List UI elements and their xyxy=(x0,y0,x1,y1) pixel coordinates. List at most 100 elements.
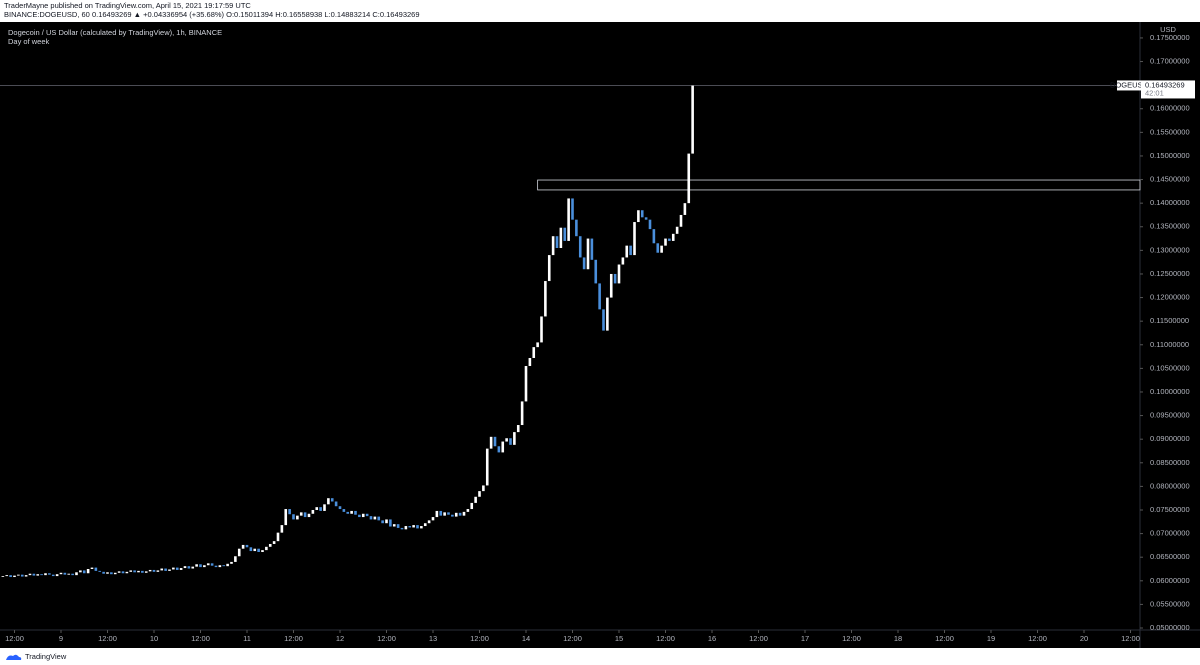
plot xyxy=(0,85,1141,578)
candle xyxy=(660,245,663,253)
candle xyxy=(195,564,198,567)
candle xyxy=(51,574,55,577)
candle xyxy=(94,567,98,571)
candle xyxy=(559,227,563,249)
candle xyxy=(400,527,404,530)
candle xyxy=(226,563,229,567)
candle xyxy=(528,357,532,367)
x-tick-label: 12:00 xyxy=(191,634,210,643)
candle xyxy=(32,573,36,576)
candle xyxy=(67,573,71,575)
x-tick-label: 12:00 xyxy=(749,634,768,643)
candle xyxy=(206,563,210,566)
candle xyxy=(671,233,675,241)
candle xyxy=(513,432,516,445)
y-tick-label: 0.11500000 xyxy=(1150,316,1189,325)
candle xyxy=(137,570,140,573)
footer-bar xyxy=(0,648,1200,665)
x-tick-label: 12:00 xyxy=(656,634,675,643)
candle xyxy=(237,548,241,557)
candle xyxy=(24,575,28,577)
y-tick-label: 0.08000000 xyxy=(1150,481,1190,490)
candle xyxy=(656,243,660,253)
candle xyxy=(613,273,617,284)
y-tick-label: 0.09500000 xyxy=(1150,411,1190,420)
candle xyxy=(28,573,32,576)
candle xyxy=(323,504,326,511)
y-tick-label: 0.11000000 xyxy=(1150,340,1189,349)
candle xyxy=(540,316,543,343)
candle xyxy=(187,566,191,569)
ticker-line: BINANCE:DOGEUSD, 60 0.16493269 ▲ +0.0433… xyxy=(4,10,420,19)
x-tick-label: 12:00 xyxy=(842,634,861,643)
candle xyxy=(1,576,5,577)
candle xyxy=(315,507,319,510)
y-tick-label: 0.05500000 xyxy=(1150,599,1190,608)
candle xyxy=(13,575,16,578)
candle xyxy=(9,575,12,578)
y-tick-label: 0.13000000 xyxy=(1150,245,1190,254)
candle xyxy=(555,236,559,249)
candle xyxy=(133,570,136,573)
candle xyxy=(668,238,671,241)
candle xyxy=(342,509,346,512)
candle xyxy=(144,571,148,573)
candle xyxy=(20,574,24,577)
candle xyxy=(361,513,365,518)
candle xyxy=(594,259,598,284)
candle xyxy=(466,509,470,512)
candle xyxy=(582,257,586,270)
y-tick-label: 0.06500000 xyxy=(1150,552,1190,561)
x-tick-label: 14 xyxy=(522,634,530,643)
y-tick-label: 0.17500000 xyxy=(1150,33,1190,42)
candle xyxy=(524,366,528,402)
candle xyxy=(141,570,144,573)
x-tick-label: 12:00 xyxy=(935,634,954,643)
candle xyxy=(257,548,260,553)
candle xyxy=(44,573,47,576)
candle xyxy=(117,571,121,573)
candle xyxy=(633,222,636,256)
candle xyxy=(609,273,613,298)
candle xyxy=(675,226,679,234)
candle xyxy=(536,342,539,348)
last-price-label: 0.16493269 xyxy=(1145,80,1185,89)
candle xyxy=(625,245,629,258)
candle xyxy=(152,569,156,572)
candle xyxy=(377,516,381,521)
candle xyxy=(59,572,63,575)
candle xyxy=(482,485,485,492)
candle xyxy=(106,572,109,574)
candle xyxy=(40,574,43,576)
candle xyxy=(249,547,253,552)
candle xyxy=(385,519,388,524)
candle xyxy=(474,496,477,503)
candle xyxy=(485,448,489,486)
x-tick-label: 19 xyxy=(987,634,995,643)
candle xyxy=(408,526,412,528)
candle xyxy=(148,569,152,572)
candle xyxy=(334,501,338,507)
candle xyxy=(218,565,222,568)
candle xyxy=(303,512,307,518)
candle xyxy=(199,564,202,568)
y-tick-label: 0.10500000 xyxy=(1150,363,1190,372)
candle xyxy=(640,210,644,218)
candle xyxy=(110,572,113,575)
y-tick-label: 0.10000000 xyxy=(1150,387,1190,396)
candle xyxy=(532,347,536,358)
candle xyxy=(602,309,605,331)
candle xyxy=(175,567,179,570)
candle xyxy=(462,511,466,516)
candle xyxy=(261,550,264,553)
candle xyxy=(292,514,295,520)
candle xyxy=(458,512,462,516)
candle xyxy=(571,198,574,220)
candle xyxy=(5,575,9,577)
candle xyxy=(125,571,129,574)
x-tick-label: 12:00 xyxy=(377,634,396,643)
candle xyxy=(396,524,400,528)
candle xyxy=(63,572,67,575)
